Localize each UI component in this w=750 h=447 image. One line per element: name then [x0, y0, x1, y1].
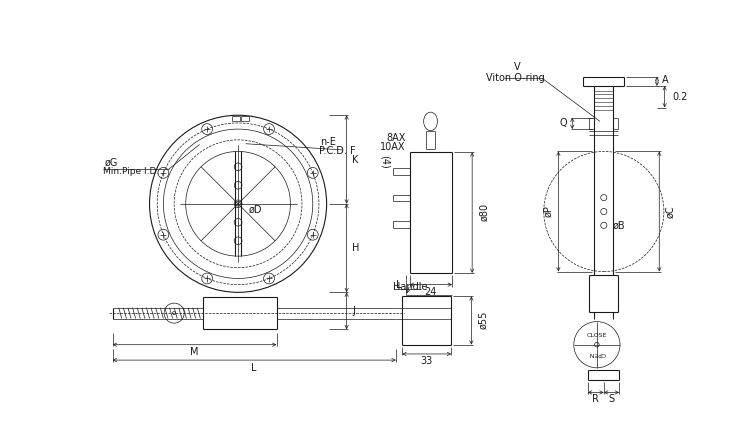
Text: Min.Pipe I.D.: Min.Pipe I.D.	[104, 167, 160, 176]
Text: R: R	[592, 394, 599, 405]
Text: ø80: ø80	[479, 203, 489, 221]
Text: Viton O-ring: Viton O-ring	[486, 72, 544, 83]
Text: øB: øB	[613, 220, 626, 230]
Text: Q: Q	[560, 118, 567, 128]
Text: (4): (4)	[380, 155, 389, 169]
Text: H: H	[352, 243, 359, 253]
Text: M: M	[190, 347, 199, 358]
Text: V: V	[514, 63, 521, 72]
Text: 24: 24	[424, 287, 436, 296]
Text: øD: øD	[248, 205, 262, 215]
Text: ø55: ø55	[478, 311, 488, 329]
Text: K: K	[352, 155, 358, 164]
Text: S: S	[608, 394, 614, 405]
Text: n-E: n-E	[320, 137, 336, 147]
Text: 0.2: 0.2	[672, 92, 688, 102]
Text: J: J	[352, 306, 355, 316]
Text: P.C.D. F: P.C.D. F	[319, 146, 356, 156]
Text: 33: 33	[421, 356, 433, 366]
Text: 8AX: 8AX	[386, 133, 406, 143]
Text: 10AX: 10AX	[380, 142, 406, 152]
Text: L: L	[396, 280, 401, 290]
Text: OPEN: OPEN	[588, 351, 605, 356]
Text: Handle: Handle	[392, 282, 427, 292]
Text: øP: øP	[543, 206, 553, 217]
Text: CLOSE: CLOSE	[586, 333, 607, 338]
Text: A: A	[662, 75, 669, 85]
Text: øC: øC	[665, 205, 676, 218]
Text: øG: øG	[105, 157, 118, 167]
Text: L: L	[251, 363, 257, 373]
